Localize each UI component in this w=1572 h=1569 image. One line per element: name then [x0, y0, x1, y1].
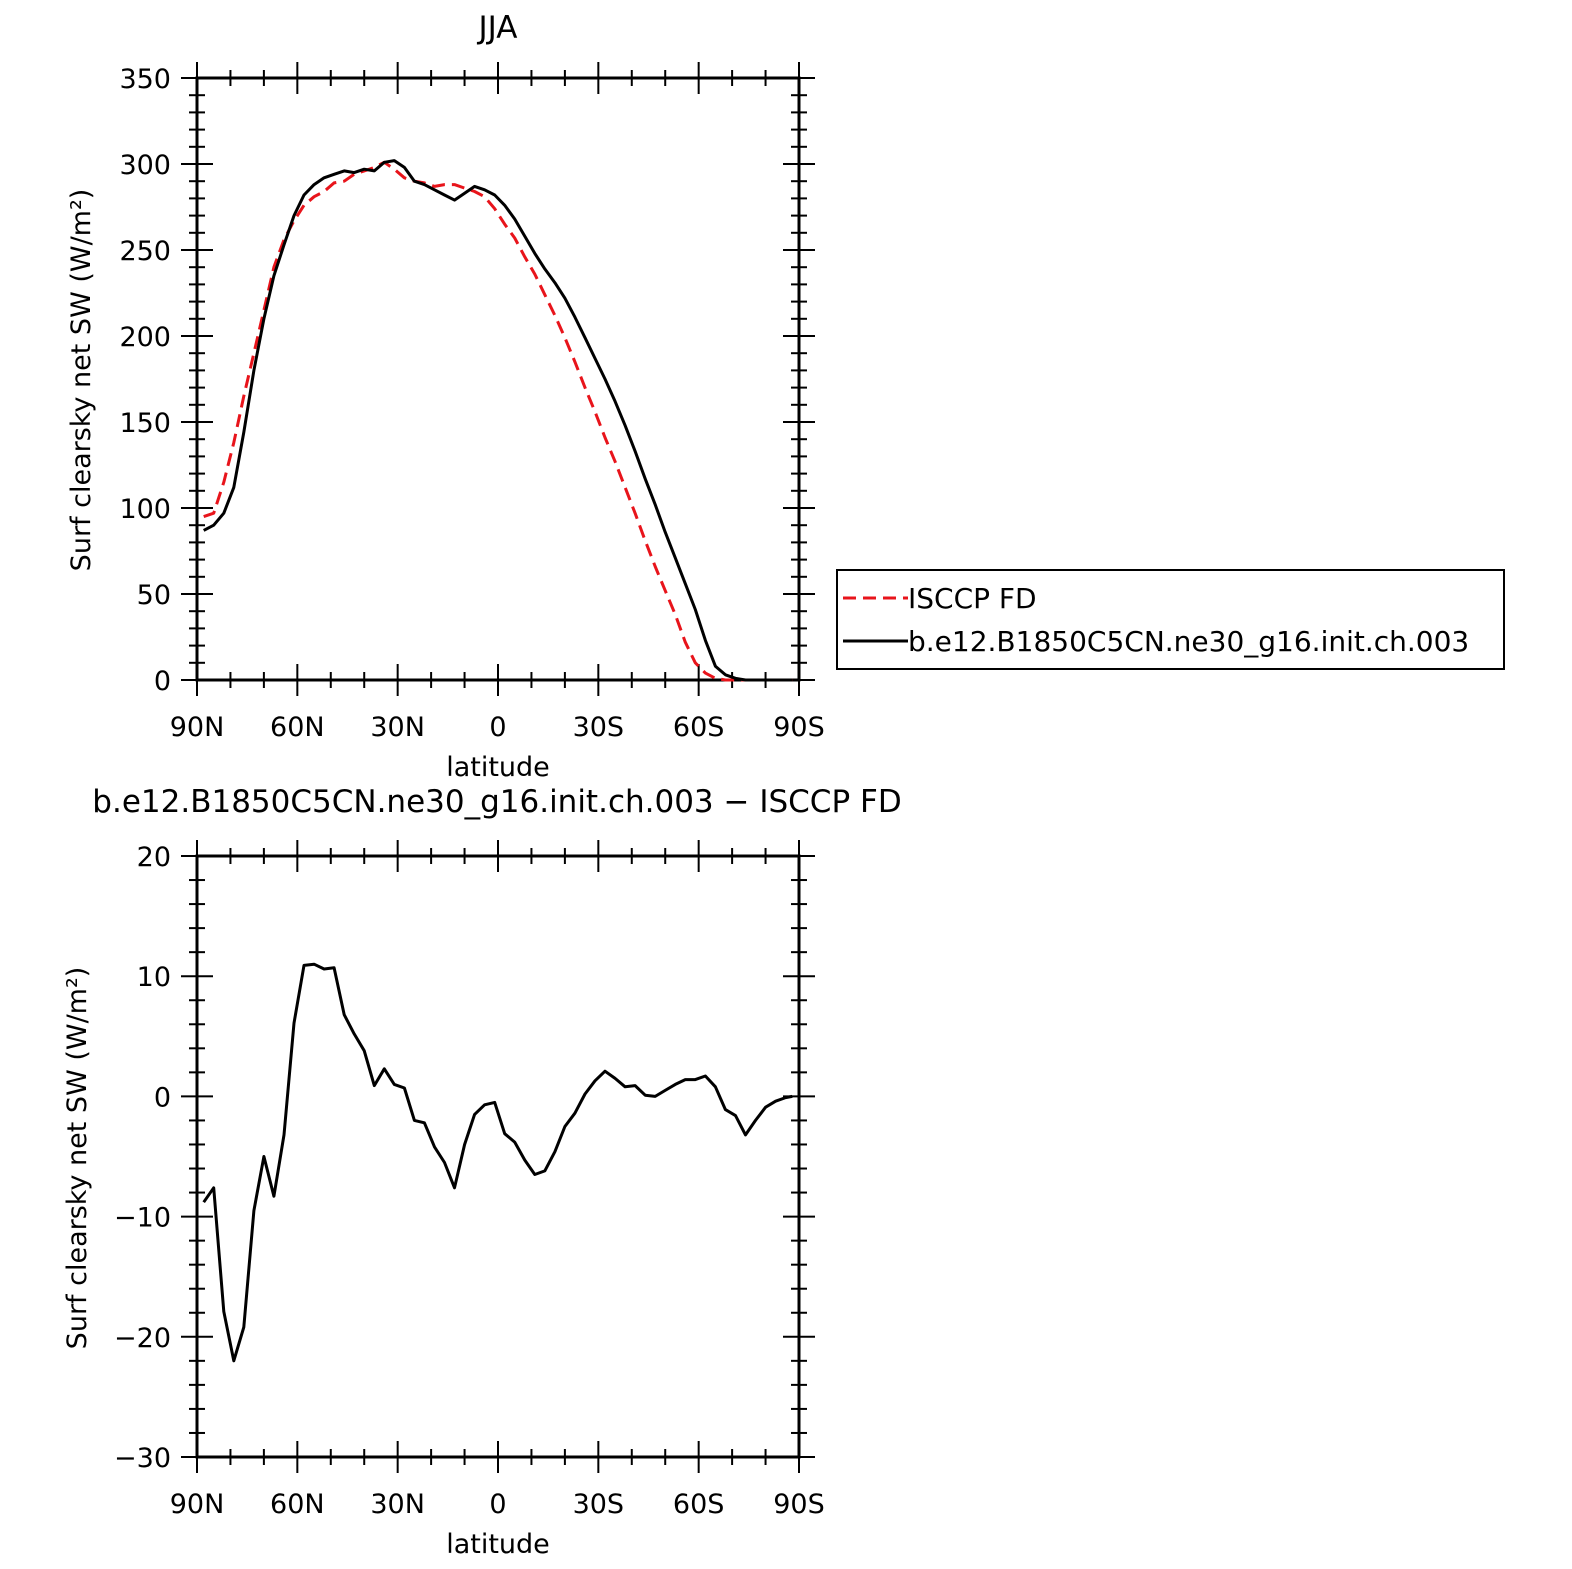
bot-ytick-label: −30	[114, 1443, 171, 1474]
top-plot-frame	[195, 76, 801, 682]
bot-xtick-label: 90N	[170, 1489, 225, 1520]
top-ytick-label: 100	[119, 494, 171, 525]
top-chart-axes: 0 50 100 150 200 250 300 350 90N 60N 30N 0 30S 60S 90S	[119, 62, 825, 743]
legend-box	[836, 569, 1505, 670]
top-xtick-label: 30S	[573, 712, 625, 743]
bot-ytick-label: −10	[114, 1203, 171, 1234]
bot-xtick-label: 60N	[270, 1489, 325, 1520]
bot-ytick-label: −20	[114, 1323, 171, 1354]
top-xtick-label: 90N	[170, 712, 225, 743]
top-ytick-label: 150	[119, 408, 171, 439]
top-chart-xlabel: latitude	[446, 752, 550, 783]
top-chart-ylabel: Surf clearsky net SW (W/m²)	[66, 189, 97, 572]
bot-xtick-label: 0	[489, 1489, 506, 1520]
top-series-line-0	[203, 160, 793, 682]
top-ytick-label: 300	[119, 150, 171, 181]
bot-xtick-label: 90S	[773, 1489, 825, 1520]
bot-plot-frame	[195, 854, 801, 1459]
bottom-chart-ylabel: Surf clearsky net SW (W/m²)	[62, 967, 93, 1350]
top-chart-series	[203, 159, 793, 682]
bot-series-line-0	[202, 962, 793, 1363]
bot-ytick-label: 20	[137, 842, 171, 873]
top-xtick-label: 30N	[370, 712, 425, 743]
chart-legend: ISCCP FD b.e12.B1850C5CN.ne30_g16.init.c…	[836, 569, 1505, 670]
bot-ytick-label: 0	[154, 1082, 171, 1113]
top-ytick-label: 250	[119, 236, 171, 267]
bottom-chart-series	[202, 962, 793, 1363]
top-ytick-label: 350	[119, 64, 171, 95]
legend-label-model: b.e12.B1850C5CN.ne30_g16.init.ch.003	[908, 625, 1469, 658]
top-ytick-label: 50	[137, 580, 171, 611]
bottom-chart-title: b.e12.B1850C5CN.ne30_g16.init.ch.003 − I…	[92, 784, 901, 820]
top-xtick-label: 0	[489, 712, 506, 743]
bot-ytick-label: 10	[137, 962, 171, 993]
top-chart-title: JJA	[477, 10, 518, 46]
bottom-chart-panel: b.e12.B1850C5CN.ne30_g16.init.ch.003 − I…	[62, 784, 902, 1560]
top-ytick-label: 0	[154, 666, 171, 697]
top-xtick-label: 60N	[270, 712, 325, 743]
top-xtick-label: 60S	[673, 712, 725, 743]
top-chart-panel: JJA Surf clearsky net SW (W/m²) latitude…	[66, 10, 825, 783]
bot-xtick-label: 30N	[370, 1489, 425, 1520]
bottom-chart-xlabel: latitude	[446, 1529, 550, 1560]
top-ytick-label: 200	[119, 322, 171, 353]
bottom-chart-axes: −30 −20 −10 0 10 20 90N 60N 30N 0 30S 60S 90S	[114, 840, 825, 1520]
bot-xtick-label: 30S	[573, 1489, 625, 1520]
bot-xtick-label: 60S	[673, 1489, 725, 1520]
top-series-line-1	[203, 159, 793, 682]
top-xtick-label: 90S	[773, 712, 825, 743]
legend-label-isccp: ISCCP FD	[908, 582, 1037, 615]
